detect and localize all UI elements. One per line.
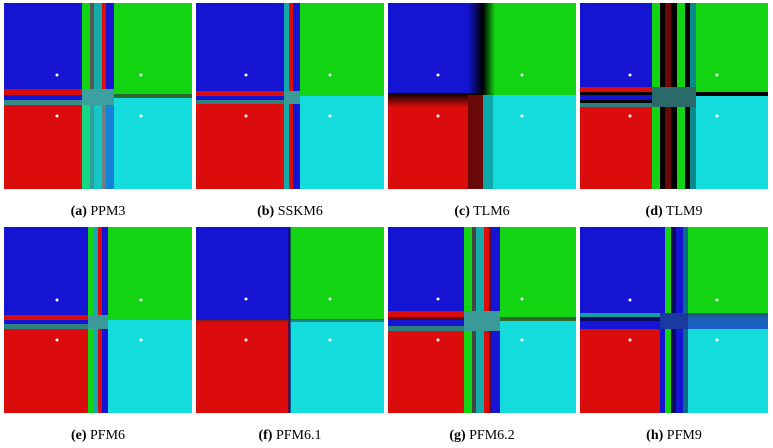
caption-f: (f) PFM6.1 [196,428,384,444]
caption-g-label: (g) [449,428,466,443]
caption-d-label: (d) [645,204,663,219]
caption-h: (h) PFM9 [580,428,768,444]
caption-g-name: PFM6.2 [469,428,515,443]
caption-g: (g) PFM6.2 [388,428,576,444]
caption-e-name: PFM6 [90,428,126,443]
panel-a-image [4,3,192,189]
caption-f-label: (f) [258,428,273,443]
caption-b: (b) SSKM6 [196,204,384,220]
caption-f-name: PFM6.1 [275,428,322,443]
caption-h-label: (h) [646,428,664,443]
caption-a-name: PPM3 [90,204,126,219]
caption-d: (d) TLM9 [580,204,768,220]
caption-e: (e) PFM6 [4,428,192,444]
caption-b-label: (b) [257,204,275,219]
caption-h-name: PFM9 [666,428,702,443]
panel-c-image [388,3,576,189]
caption-d-name: TLM9 [665,204,703,219]
panel-h-image [580,227,768,413]
caption-c: (c) TLM6 [388,204,576,220]
caption-a-label: (a) [70,204,87,219]
panel-b-image [196,3,384,189]
caption-c-label: (c) [454,204,470,219]
panel-g-image [388,227,576,413]
caption-a: (a) PPM3 [4,204,192,220]
panel-d-image [580,3,768,189]
caption-c-name: TLM6 [473,204,510,219]
caption-b-name: SSKM6 [277,204,323,219]
caption-e-label: (e) [70,428,87,443]
panel-f-image [196,227,384,413]
panel-e-image [4,227,192,413]
